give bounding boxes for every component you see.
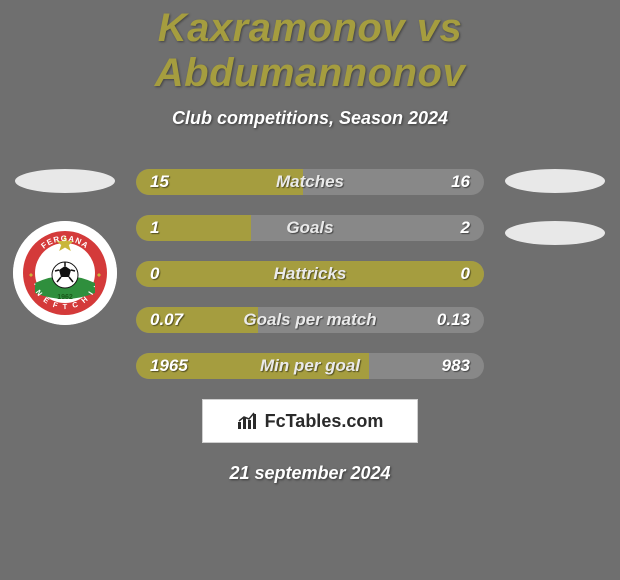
bars-icon [237, 412, 259, 430]
stat-bar: 0 Hattricks 0 [136, 261, 484, 287]
left-column: FERGANA · N E F T C H I · 1962 [10, 169, 120, 325]
stat-label: Goals [286, 218, 333, 238]
stat-right-value: 0.13 [437, 310, 470, 330]
stat-left-value: 15 [150, 172, 169, 192]
stat-right-value: 0 [461, 264, 470, 284]
attribution-box: FcTables.com [202, 399, 418, 443]
club-badge-left: FERGANA · N E F T C H I · 1962 [13, 221, 117, 325]
stat-left-value: 0.07 [150, 310, 183, 330]
stat-left-value: 0 [150, 264, 159, 284]
club-right-placeholder [505, 221, 605, 245]
stat-left-value: 1965 [150, 356, 188, 376]
stat-label: Min per goal [260, 356, 360, 376]
club-badge-svg: FERGANA · N E F T C H I · 1962 [13, 221, 117, 325]
date-text: 21 september 2024 [0, 463, 620, 484]
stat-bar: 0.07 Goals per match 0.13 [136, 307, 484, 333]
stat-label: Goals per match [243, 310, 376, 330]
page-title: Kaxramonov vs Abdumannonov [0, 0, 620, 96]
stat-bar: 1 Goals 2 [136, 215, 484, 241]
comparison-content: FERGANA · N E F T C H I · 1962 15 Matche… [0, 169, 620, 379]
stat-bars: 15 Matches 16 1 Goals 2 0 Hattricks 0 0.… [136, 169, 484, 379]
player-right-placeholder [505, 169, 605, 193]
player-left-placeholder [15, 169, 115, 193]
stat-bar: 1965 Min per goal 983 [136, 353, 484, 379]
stat-bar: 15 Matches 16 [136, 169, 484, 195]
right-column [500, 169, 610, 273]
attribution-text: FcTables.com [265, 411, 384, 432]
stat-right-value: 16 [451, 172, 470, 192]
svg-text:1962: 1962 [57, 294, 73, 301]
stat-label: Hattricks [274, 264, 347, 284]
stat-right-value: 983 [442, 356, 470, 376]
stat-right-value: 2 [461, 218, 470, 238]
stat-label: Matches [276, 172, 344, 192]
subtitle: Club competitions, Season 2024 [0, 108, 620, 129]
stat-left-value: 1 [150, 218, 159, 238]
